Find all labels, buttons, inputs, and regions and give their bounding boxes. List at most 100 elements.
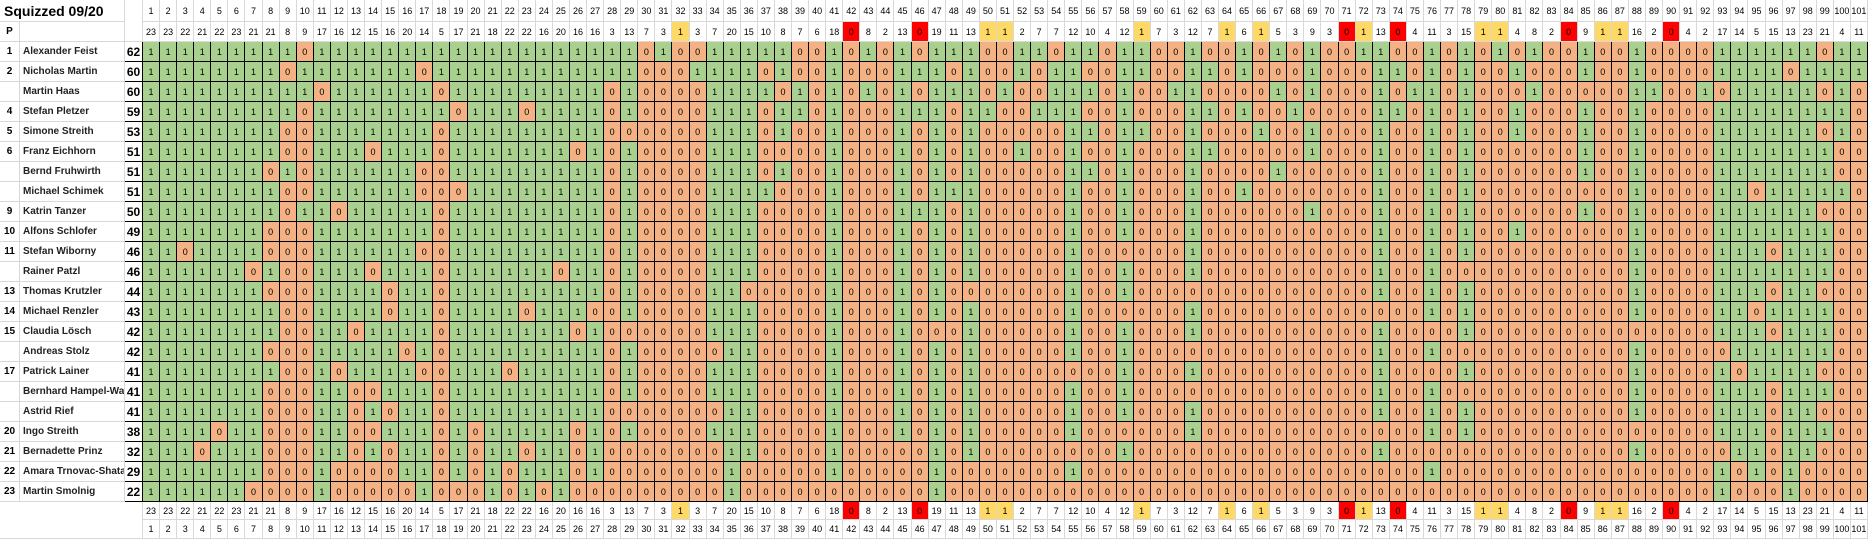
answer-cell: 1	[826, 382, 844, 402]
answer-cell: 1	[1423, 142, 1442, 162]
answer-cell: 1	[433, 62, 451, 82]
answer-cell: 0	[774, 242, 792, 262]
answer-cell: 0	[382, 442, 400, 462]
answer-cell: 1	[330, 182, 348, 202]
answer-cell: 0	[467, 442, 485, 462]
answer-cell: 0	[1236, 142, 1254, 162]
answer-cell: 0	[433, 162, 451, 182]
answer-cell: 0	[365, 262, 383, 282]
correct-count: 0	[1663, 22, 1681, 42]
answer-cell: 0	[877, 142, 895, 162]
correct-count: 16	[587, 502, 605, 520]
answer-cell: 0	[433, 182, 451, 202]
answer-cell: 1	[450, 122, 468, 142]
correct-count: 7	[792, 22, 810, 42]
answer-cell: 0	[1765, 422, 1783, 442]
answer-cell: 1	[399, 182, 417, 202]
answer-cell: 0	[1680, 402, 1698, 422]
answer-cell: 1	[1014, 42, 1032, 62]
correct-count: 16	[587, 22, 605, 42]
answer-cell: 1	[416, 142, 434, 162]
answer-cell: 0	[621, 442, 639, 462]
answer-cell: 1	[1184, 182, 1202, 202]
answer-cell: 0	[1184, 462, 1202, 482]
correct-count: 13	[962, 502, 980, 520]
answer-cell: 0	[1133, 242, 1151, 262]
answer-cell: 0	[1099, 382, 1117, 402]
answer-cell: 0	[860, 162, 878, 182]
answer-cell: 1	[484, 62, 502, 82]
answer-cell: 0	[1543, 422, 1561, 442]
answer-cell: 1	[962, 202, 980, 222]
answer-cell: 0	[1270, 362, 1288, 382]
answer-cell: 0	[638, 62, 656, 82]
rank-header: P	[0, 22, 20, 42]
answer-cell: 0	[1833, 222, 1851, 242]
answer-cell: 1	[313, 482, 331, 502]
answer-cell: 0	[347, 462, 366, 482]
answer-cell: 1	[1372, 362, 1390, 382]
question-number: 26	[569, 0, 588, 22]
question-number: 34	[706, 0, 724, 22]
answer-cell: 1	[330, 282, 348, 302]
answer-cell: 0	[1014, 302, 1032, 322]
answer-cell: 1	[279, 82, 297, 102]
answer-cell: 0	[826, 482, 844, 502]
answer-cell: 0	[1492, 102, 1510, 122]
answer-cell: 1	[1765, 82, 1783, 102]
answer-cell: 1	[194, 282, 212, 302]
answer-cell: 0	[296, 122, 314, 142]
answer-cell: 0	[689, 442, 707, 462]
answer-cell: 0	[1441, 262, 1459, 282]
answer-cell: 0	[638, 322, 656, 342]
answer-cell: 1	[501, 102, 519, 122]
answer-cell: 0	[860, 122, 878, 142]
answer-cell: 1	[1201, 142, 1219, 162]
answer-cell: 1	[484, 222, 502, 242]
answer-cell: 0	[1218, 62, 1237, 82]
answer-cell: 1	[211, 142, 229, 162]
correct-count: 13	[621, 502, 639, 520]
answer-cell: 0	[1697, 362, 1715, 382]
answer-cell: 1	[1423, 302, 1442, 322]
answer-cell: 0	[604, 282, 622, 302]
answer-cell: 1	[211, 242, 229, 262]
answer-cell: 1	[347, 222, 366, 242]
answer-cell: 1	[1782, 242, 1800, 262]
answer-cell: 0	[1560, 342, 1578, 362]
answer-cell: 1	[1372, 222, 1390, 242]
answer-cell: 1	[450, 422, 468, 442]
answer-cell: 1	[1372, 62, 1390, 82]
question-number: 70	[1321, 0, 1339, 22]
correct-count: 20	[723, 502, 741, 520]
answer-cell: 0	[877, 282, 895, 302]
answer-cell: 0	[1594, 202, 1612, 222]
answer-cell: 1	[211, 122, 229, 142]
answer-cell: 0	[1697, 282, 1715, 302]
answer-cell: 1	[1816, 102, 1834, 122]
answer-cell: 0	[1492, 302, 1510, 322]
correct-count: 2	[877, 502, 895, 520]
answer-cell: 0	[689, 362, 707, 382]
question-number: 20	[467, 0, 485, 22]
answer-cell: 0	[1475, 162, 1493, 182]
question-number: 85	[1577, 0, 1595, 22]
answer-cell: 0	[1338, 402, 1356, 422]
answer-cell: 1	[1526, 42, 1544, 62]
answer-cell: 1	[365, 222, 383, 242]
answer-cell: 1	[347, 302, 366, 322]
answer-cell: 0	[1543, 262, 1561, 282]
answer-cell: 1	[774, 102, 792, 122]
question-number: 8	[262, 520, 280, 539]
answer-cell: 0	[330, 202, 348, 222]
player-rank: 22	[0, 462, 20, 482]
answer-cell: 0	[1389, 362, 1407, 382]
answer-cell: 0	[1816, 42, 1834, 62]
answer-cell: 0	[996, 262, 1015, 282]
answer-cell: 1	[518, 382, 536, 402]
answer-cell: 1	[484, 82, 502, 102]
answer-cell: 1	[1509, 122, 1527, 142]
correct-count: 9	[1577, 22, 1595, 42]
answer-cell: 0	[1167, 42, 1185, 62]
answer-cell: 0	[1287, 122, 1305, 142]
